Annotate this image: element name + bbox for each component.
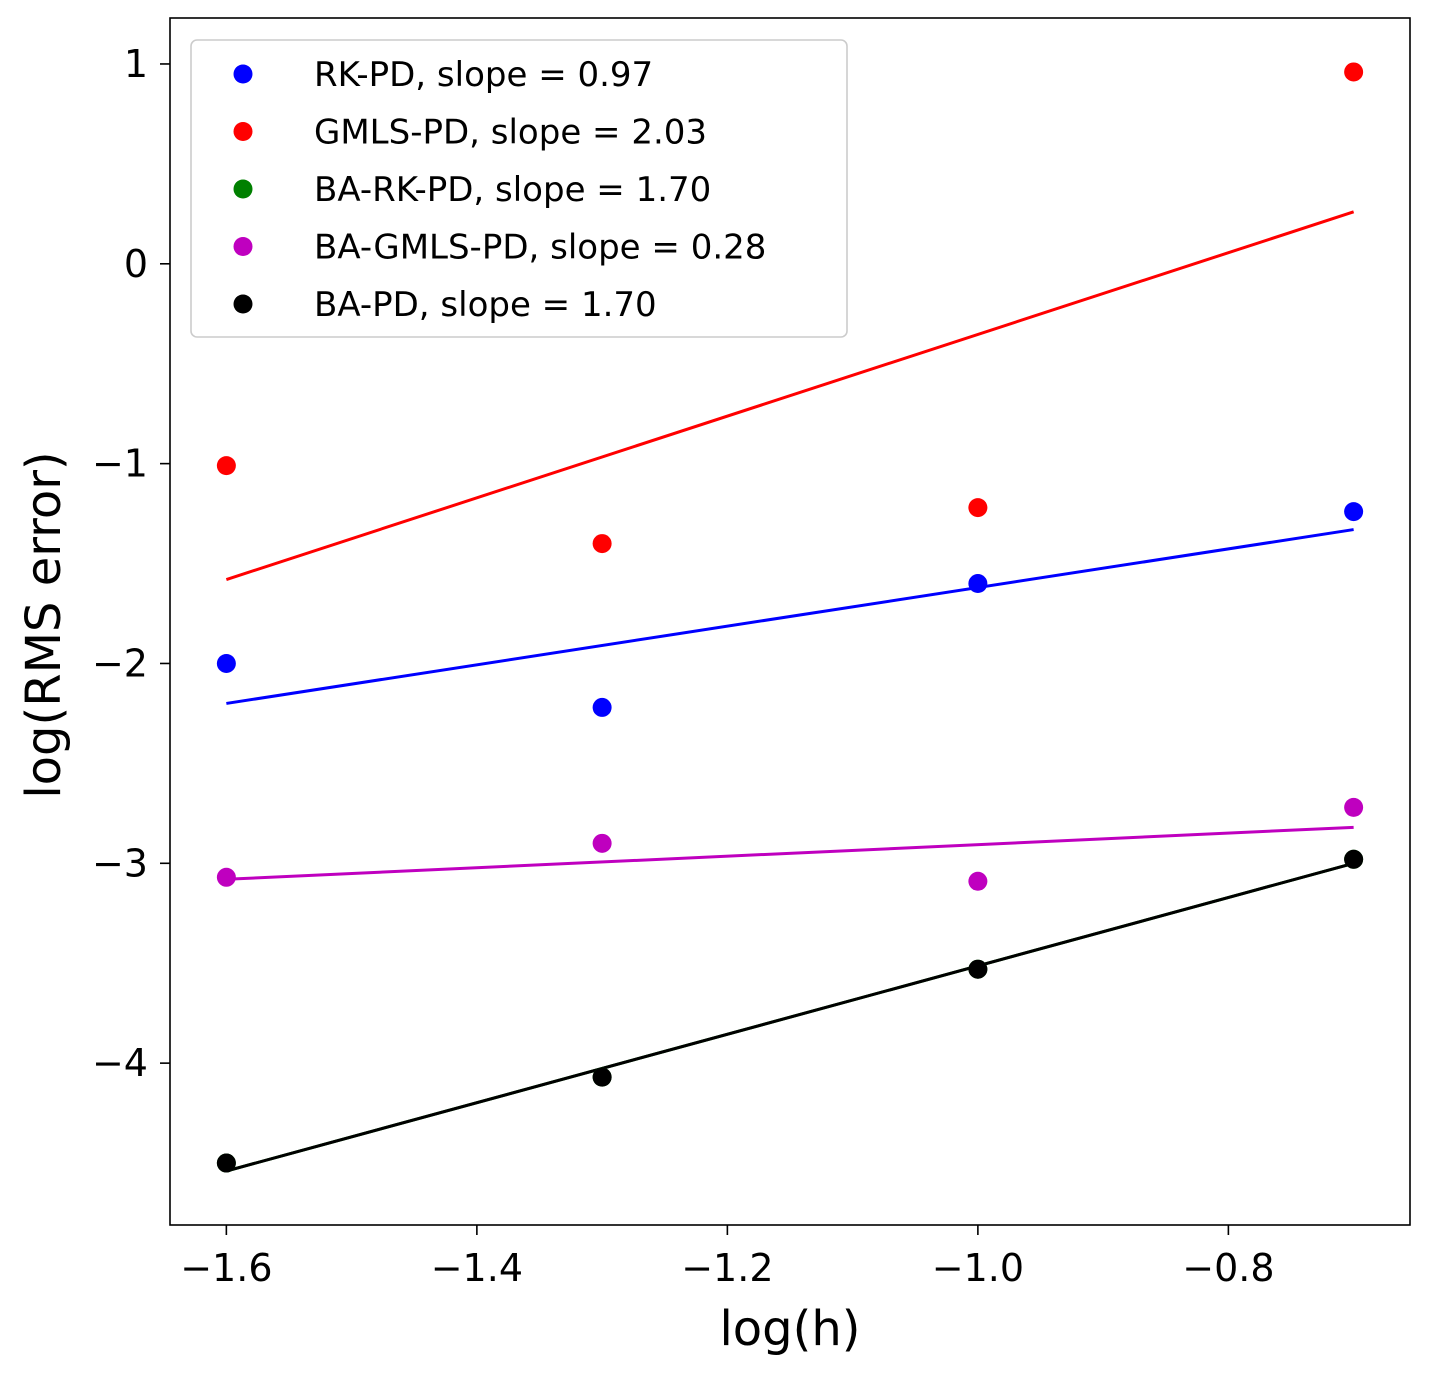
- y-tick-label: −2: [92, 641, 148, 685]
- x-tick-label: −1.2: [681, 1246, 773, 1290]
- x-axis-label: log(h): [719, 1301, 860, 1357]
- legend-marker-rk-pd: [233, 64, 253, 84]
- x-axis-ticks: −1.6 −1.4 −1.2 −1.0 −0.8: [180, 1225, 1275, 1290]
- y-axis-ticks: 1 0 −1 −2 −3 −4: [92, 42, 170, 1085]
- point-gmls-pd: [592, 534, 612, 554]
- point-ba-pd: [1344, 849, 1364, 869]
- fit-lines: [225, 210, 1355, 1173]
- legend-label-ba-gmls-pd: BA-GMLS-PD, slope = 0.28: [314, 228, 766, 268]
- point-rk-pd: [216, 653, 236, 673]
- legend: RK-PD, slope = 0.97 GMLS-PD, slope = 2.03…: [190, 39, 848, 338]
- point-ba-pd: [592, 1067, 612, 1087]
- fit-line-ba-pd: [225, 861, 1355, 1173]
- legend-marker-ba-rk-pd: [233, 179, 253, 199]
- x-tick-label: −1.4: [431, 1246, 523, 1290]
- point-ba-gmls-pd: [216, 867, 236, 887]
- x-tick-label: −1.0: [932, 1246, 1024, 1290]
- data-points: [216, 62, 1364, 1173]
- legend-label-ba-rk-pd: BA-RK-PD, slope = 1.70: [314, 170, 711, 210]
- y-axis-label: log(RMS error): [16, 451, 72, 798]
- point-ba-pd: [968, 959, 988, 979]
- y-tick-label: 0: [124, 242, 148, 286]
- fit-line-gmls-pd: [225, 210, 1355, 581]
- point-rk-pd: [968, 574, 988, 594]
- fit-line-rk-pd: [226, 528, 1354, 705]
- point-gmls-pd: [216, 456, 236, 476]
- legend-label-gmls-pd: GMLS-PD, slope = 2.03: [314, 113, 707, 153]
- y-tick-label: −3: [92, 841, 148, 885]
- point-ba-gmls-pd: [592, 833, 612, 853]
- legend-marker-gmls-pd: [233, 122, 253, 141]
- point-ba-pd: [216, 1153, 236, 1173]
- point-gmls-pd: [968, 498, 988, 518]
- y-tick-label: −1: [92, 442, 148, 486]
- y-tick-label: −4: [92, 1041, 148, 1085]
- legend-marker-ba-gmls-pd: [233, 237, 253, 256]
- legend-box: [190, 39, 848, 338]
- point-ba-gmls-pd: [1344, 797, 1364, 817]
- x-tick-label: −0.8: [1182, 1246, 1274, 1290]
- legend-marker-ba-pd: [233, 294, 253, 314]
- x-tick-label: −1.6: [180, 1246, 272, 1290]
- fit-line-ba-gmls-pd: [226, 825, 1354, 881]
- point-gmls-pd: [1344, 62, 1364, 82]
- legend-label-ba-pd: BA-PD, slope = 1.70: [314, 285, 657, 325]
- point-rk-pd: [592, 697, 612, 717]
- plot-area-frame: [169, 17, 1411, 1226]
- point-ba-gmls-pd: [968, 871, 988, 891]
- legend-label-rk-pd: RK-PD, slope = 0.97: [314, 55, 653, 95]
- point-rk-pd: [1344, 502, 1364, 522]
- y-tick-label: 1: [124, 42, 148, 86]
